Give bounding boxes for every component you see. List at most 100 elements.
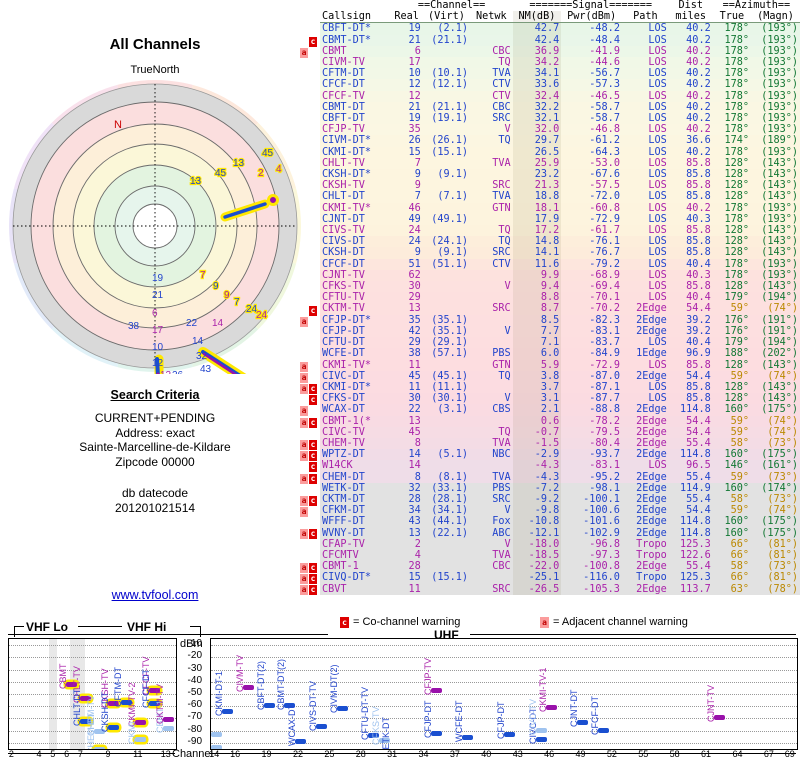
signal-bar[interactable] — [162, 726, 174, 732]
table-row[interactable]: CFJP-TV 35 V 32.0 -46.8 LOS 40.2 178° (193°) — [320, 124, 800, 136]
signal-bar[interactable] — [107, 724, 119, 730]
signal-bar[interactable] — [294, 739, 306, 745]
table-row[interactable]: CKTM-TV 13 SRC 8.7 -70.2 2Edge 54.4 59° (74°) — [320, 303, 800, 315]
table-row[interactable]: CIVS-DT 24 (24.1) TQ 14.8 -76.1 LOS 85.8 128° (14… — [320, 236, 800, 248]
tvfool-link[interactable]: www.tvfool.com — [111, 588, 199, 602]
table-row[interactable]: CIVQ-DT* 15 (15.1) -25.1 -116.0 Tropo 125.3 66°… — [320, 572, 800, 584]
signal-bar[interactable] — [263, 702, 275, 708]
signal-bar[interactable] — [221, 709, 233, 715]
table-row[interactable]: CJNT-TV 62 9.9 -68.9 LOS 40.3 178° (193°) — [320, 269, 800, 282]
table-row[interactable]: WCFE-DT 38 (57.1) PBS 6.0 -84.9 1Edge 96.9 188° (… — [320, 348, 800, 360]
table-row[interactable]: CBVT 11 SRC -26.5 -105.3 2Edge 113.7 63° (78°) — [320, 583, 800, 595]
table-row[interactable]: CKSH-TV 9 SRC 21.3 -57.5 LOS 85.8 128° (143°) — [320, 180, 800, 192]
signal-bar[interactable] — [713, 715, 725, 721]
table-row[interactable]: CKMI-TV* 11 GTN 5.9 -72.9 LOS 85.8 128° (143°) — [320, 359, 800, 371]
signal-bar[interactable] — [148, 700, 160, 706]
table-row[interactable]: WPTZ-DT 14 (5.1) NBC -2.9 -93.7 2Edge 114.8 160°… — [320, 449, 800, 461]
table-row[interactable]: CIVC-TV 45 TQ -0.7 -79.5 2Edge 54.4 59° (74°) — [320, 426, 800, 438]
col-dist[interactable]: miles — [668, 11, 713, 24]
table-row[interactable]: CFAP-TV 2 V -18.0 -96.8 Tropo 125.3 66° (81°) — [320, 538, 800, 550]
col-magn[interactable]: (Magn) — [751, 11, 800, 24]
table-row[interactable]: CBFT-DT 19 (19.1) SRC 32.1 -58.7 LOS 40.2 178° (1… — [320, 113, 800, 125]
col-virt[interactable]: (Virt) — [422, 11, 471, 24]
signal-bar[interactable] — [535, 728, 547, 734]
signal-bar[interactable] — [368, 733, 380, 739]
col-pwr[interactable]: Pwr(dBm) — [561, 11, 622, 24]
col-nm[interactable]: NM(dB) — [512, 11, 562, 24]
signal-bar[interactable] — [504, 732, 516, 738]
table-row[interactable]: W14CK 14 -4.3 -83.1 LOS 96.5 146° (161°) — [320, 460, 800, 472]
table-row[interactable]: CFCF-DT 51 (51.1) CTV 11.6 -79.2 LOS 40.4 178° (1… — [320, 258, 800, 270]
table-row[interactable]: CFKS-DT 30 (30.1) V 3.1 -87.7 LOS 85.8 128° (143°… — [320, 393, 800, 405]
signal-bar[interactable] — [148, 687, 160, 693]
signal-bar[interactable] — [93, 747, 105, 749]
table-row[interactable]: CFKM-DT 34 (34.1) V -9.8 -100.6 2Edge 54.4 59° (7… — [320, 505, 800, 517]
signal-bar[interactable] — [577, 719, 589, 725]
signal-bar[interactable] — [135, 719, 147, 725]
col-path[interactable]: Path — [621, 11, 669, 24]
table-row[interactable]: CFJP-DT* 35 (35.1) 8.5 -82.3 2Edge 39.2 176° (19… — [320, 314, 800, 326]
cell-path: Tropo — [636, 572, 667, 584]
table-row[interactable]: CFTU-DT 29 (29.1) 7.1 -83.7 LOS 40.4 179° (194°) — [320, 337, 800, 349]
signal-bar[interactable] — [79, 695, 91, 701]
table-row[interactable]: CHLT-TV 7 TVA 25.9 -53.0 LOS 85.8 128° (143°) — [320, 157, 800, 170]
table-row[interactable]: CBMT-1 28 CBC -22.0 -100.8 2Edge 55.4 58° (73°) — [320, 561, 800, 573]
signal-bar[interactable] — [315, 723, 327, 729]
signal-bar[interactable] — [546, 705, 558, 711]
table-row[interactable]: CFKS-TV 30 V 9.4 -69.4 LOS 85.8 128° (143°) — [320, 281, 800, 293]
signal-bar[interactable] — [336, 705, 348, 711]
table-row[interactable]: CJNT-DT 49 (49.1) 17.9 -72.9 LOS 40.3 178° (193°… — [320, 213, 800, 226]
table-row[interactable]: CIVM-DT* 26 (26.1) TQ 29.7 -61.2 LOS 36.6 174° (1… — [320, 135, 800, 147]
table-row[interactable]: CKSH-DT 9 (9.1) SRC 14.1 -76.7 LOS 85.8 128° (143… — [320, 247, 800, 259]
col-netw[interactable]: Netwk — [470, 11, 513, 24]
table-row[interactable]: CFCMTV 4 TVA -18.5 -97.3 Tropo 122.6 66° (81°) — [320, 549, 800, 562]
table-row[interactable]: CFJP-DT 42 (35.1) V 7.7 -83.1 2Edge 39.2 176° (19… — [320, 325, 800, 338]
table-row[interactable]: WCAX-DT 22 (3.1) CBS 2.1 -88.8 2Edge 114.8 160° (… — [320, 404, 800, 416]
table-row[interactable]: CFTU-TV 29 8.8 -70.1 LOS 40.4 179° (194°) — [320, 292, 800, 304]
x-axis-tick: 49 — [575, 749, 586, 759]
signal-bar[interactable] — [121, 700, 133, 706]
table-row[interactable]: CIVM-TV 17 TQ 34.2 -44.6 LOS 40.2 178° (193°) — [320, 57, 800, 69]
signal-bar[interactable] — [242, 685, 254, 691]
table-row[interactable]: CKMI-DT* 15 (15.1) 26.5 -64.3 LOS 40.2 178° (193… — [320, 146, 800, 158]
table-row[interactable]: CFTM-DT 10 (10.1) TVA 34.1 -56.7 LOS 40.2 178° (1… — [320, 68, 800, 80]
signal-bar[interactable] — [66, 682, 78, 688]
cell-azimuth-magnetic: (74°) — [767, 370, 798, 382]
table-row[interactable]: CKMI-TV* 46 GTN 18.1 -60.8 LOS 40.2 178° (193°) — [320, 202, 800, 214]
table-row[interactable]: CIVC-DT 45 (45.1) TQ 3.8 -87.0 2Edge 54.4 59° (74… — [320, 370, 800, 382]
signal-bar[interactable] — [284, 702, 296, 708]
signal-bar[interactable] — [211, 745, 223, 749]
table-row[interactable]: WFFF-DT 43 (44.1) Fox -10.8 -101.6 2Edge 114.8 1… — [320, 516, 800, 528]
table-row[interactable]: CHEM-TV 8 TVA -1.5 -80.4 2Edge 55.4 58° (73°) — [320, 437, 800, 450]
col-true[interactable]: True — [712, 11, 751, 24]
table-row[interactable]: WVNY-DT 13 (22.1) ABC -12.1 -102.9 2Edge 114.8 1… — [320, 527, 800, 539]
table-row[interactable]: CHLT-DT 7 (7.1) TVA 18.8 -72.0 LOS 85.8 128° (143… — [320, 191, 800, 203]
signal-bar[interactable] — [135, 737, 147, 743]
table-row[interactable]: CBFT-DT* 19 (2.1) 42.7 -48.2 LOS 40.2 178° (193°… — [320, 22, 800, 35]
signal-bar[interactable] — [79, 718, 91, 724]
signal-bar[interactable] — [430, 731, 442, 737]
signal-bar[interactable] — [598, 727, 610, 733]
signal-bar[interactable] — [462, 734, 474, 740]
table-row[interactable]: WETK-DT 32 (33.1) PBS -7.2 -98.1 2Edge 114.9 160… — [320, 482, 800, 494]
signal-bar[interactable] — [211, 732, 223, 738]
signal-bar[interactable] — [535, 737, 547, 743]
signal-bar[interactable] — [107, 701, 119, 707]
table-row[interactable]: CIVS-TV 24 TQ 17.2 -61.7 LOS 85.8 128° (143°) — [320, 225, 800, 237]
signal-bar[interactable] — [430, 688, 442, 694]
table-row[interactable]: CKMI-DT* 11 (11.1) 3.7 -87.1 LOS 85.8 128° (143°… — [320, 381, 800, 394]
table-row[interactable]: CFCF-DT 12 (12.1) CTV 33.6 -57.3 LOS 40.2 178° (1… — [320, 79, 800, 91]
table-row[interactable]: CHEM-DT 8 (8.1) TVA -4.3 -95.2 2Edge 55.4 59° (73… — [320, 471, 800, 483]
col-callsign[interactable]: Callsign — [320, 11, 391, 24]
table-row[interactable]: CBMT-DT 21 (21.1) CBC 32.2 -58.7 LOS 40.2 178° (1… — [320, 101, 800, 114]
table-row[interactable]: CBMT 6 CBC 36.9 -41.9 LOS 40.2 178° (193°) — [320, 45, 800, 58]
signal-bar[interactable] — [378, 738, 390, 744]
col-real[interactable]: Real — [390, 11, 423, 24]
table-row[interactable]: CBMT-1(* 13 0.6 -78.2 2Edge 54.4 59° (74°) — [320, 415, 800, 427]
table-row[interactable]: CBMT-DT* 21 (21.1) 42.4 -48.4 LOS 40.2 178° (193… — [320, 34, 800, 46]
signal-bar[interactable] — [162, 716, 174, 722]
signal-bar[interactable] — [93, 729, 105, 735]
table-row[interactable]: CKTM-DT 28 (28.1) SRC -9.2 -100.1 2Edge 55.4 58°… — [320, 493, 800, 506]
table-row[interactable]: CKSH-DT* 9 (9.1) 23.2 -67.6 LOS 85.8 128° (143°) — [320, 169, 800, 181]
table-row[interactable]: CFCF-TV 12 CTV 32.4 -46.5 LOS 40.2 178° (193°) — [320, 90, 800, 102]
